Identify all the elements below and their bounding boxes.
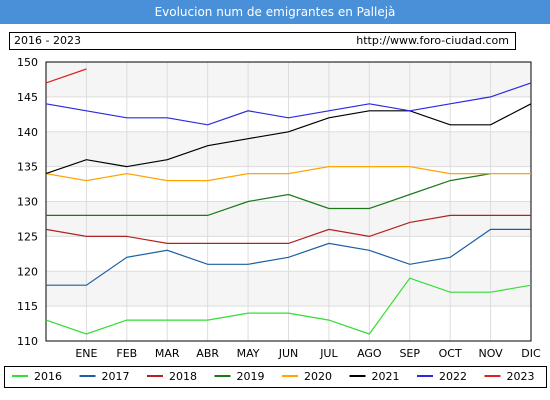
- legend-label-2016: 2016: [34, 370, 62, 383]
- y-axis: 110 115 120 125 130 135 140 145 150: [17, 56, 38, 348]
- series-line-2020: [45, 166, 531, 182]
- x-tick-label: ABR: [196, 347, 219, 360]
- x-tick-label: MAR: [155, 347, 180, 360]
- year-range-label: 2016 - 2023: [14, 34, 81, 47]
- info-box: 2016 - 2023 http://www.foro-ciudad.com: [9, 32, 516, 50]
- legend-label-2020: 2020: [304, 370, 332, 383]
- x-tick-label: NOV: [478, 347, 503, 360]
- y-tick-label: 110: [17, 335, 38, 348]
- legend: [4, 366, 547, 388]
- y-tick-label: 150: [17, 56, 38, 69]
- series-line-2022: [45, 82, 532, 126]
- y-tick-label: 120: [17, 265, 38, 278]
- x-tick-label: DIC: [521, 347, 541, 360]
- legend-label-2021: 2021: [372, 370, 400, 383]
- series-line-2019: [46, 173, 491, 216]
- x-axis: ENE FEB MAR ABR MAY JUN JUL AGO SEP OCT NOV DIC: [75, 347, 541, 360]
- y-tick-label: 115: [17, 300, 38, 313]
- series-line-2017: [46, 228, 531, 286]
- legend-label-2017: 2017: [102, 370, 130, 383]
- x-tick-label: SEP: [399, 347, 420, 360]
- x-tick-label: MAY: [237, 347, 260, 360]
- y-tick-label: 145: [17, 91, 38, 104]
- legend-label-2019: 2019: [237, 370, 265, 383]
- series-line-2018: [45, 214, 531, 244]
- y-tick-label: 140: [17, 126, 38, 139]
- x-tick-label: AGO: [357, 347, 382, 360]
- series-line-2023: [45, 68, 87, 84]
- x-tick-label: ENE: [75, 347, 97, 360]
- chart-title-text: Evolucion num de emigrantes en Pallejà: [154, 5, 396, 19]
- y-tick-label: 125: [17, 230, 38, 243]
- chart-title: Evolucion num de emigrantes en Pallejà: [0, 0, 550, 24]
- y-tick-label: 135: [17, 161, 38, 174]
- legend-label-2018: 2018: [169, 370, 197, 383]
- x-tick-label: JUN: [278, 347, 299, 360]
- legend-label-2023: 2023: [507, 370, 535, 383]
- legend-label-2022: 2022: [439, 370, 467, 383]
- y-tick-label: 130: [17, 196, 38, 209]
- series-line-2016: [45, 277, 532, 335]
- plot-frame: [45, 61, 532, 342]
- series-lines: [45, 68, 532, 335]
- x-tick-label: FEB: [116, 347, 137, 360]
- x-tick-label: OCT: [439, 347, 462, 360]
- series-line-2021: [45, 103, 532, 175]
- x-tick-label: JUL: [319, 347, 338, 360]
- source-url-label: http://www.foro-ciudad.com: [356, 34, 509, 47]
